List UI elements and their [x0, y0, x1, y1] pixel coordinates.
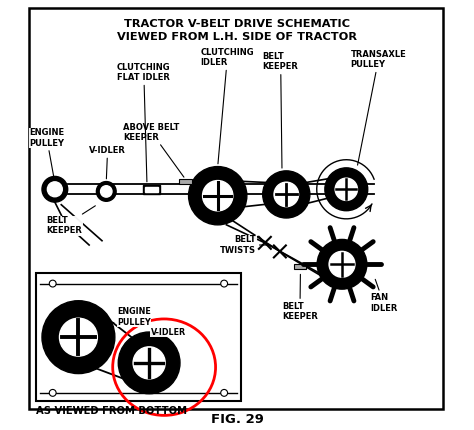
- Circle shape: [49, 390, 56, 396]
- FancyBboxPatch shape: [29, 8, 443, 409]
- Text: BELT
KEEPER: BELT KEEPER: [263, 52, 299, 168]
- Text: TRANSAXLE
PULLEY: TRANSAXLE PULLEY: [351, 50, 406, 165]
- Circle shape: [118, 332, 180, 394]
- Text: BELT
TWISTS: BELT TWISTS: [220, 235, 270, 255]
- Circle shape: [42, 176, 68, 202]
- Circle shape: [96, 181, 116, 201]
- Text: FAN
IDLER: FAN IDLER: [370, 280, 397, 313]
- Text: AS VIEWED FROM BOTTOM: AS VIEWED FROM BOTTOM: [36, 406, 187, 416]
- Circle shape: [133, 347, 165, 379]
- Circle shape: [335, 178, 357, 200]
- Text: TRACTOR V-BELT DRIVE SCHEMATIC: TRACTOR V-BELT DRIVE SCHEMATIC: [124, 19, 350, 29]
- Bar: [145, 187, 158, 192]
- Circle shape: [263, 171, 310, 218]
- Text: ENGINE
PULLEY: ENGINE PULLEY: [103, 307, 151, 327]
- Bar: [143, 184, 160, 194]
- Circle shape: [100, 186, 112, 197]
- Circle shape: [274, 182, 299, 207]
- Text: VIEWED FROM L.H. SIDE OF TRACTOR: VIEWED FROM L.H. SIDE OF TRACTOR: [117, 32, 357, 42]
- Circle shape: [42, 301, 115, 374]
- Text: V-IDLER: V-IDLER: [142, 328, 186, 343]
- Circle shape: [221, 390, 228, 396]
- Circle shape: [325, 168, 368, 211]
- FancyBboxPatch shape: [36, 273, 241, 402]
- Circle shape: [329, 252, 355, 277]
- Text: BELT
KEEPER: BELT KEEPER: [282, 274, 318, 321]
- Circle shape: [47, 182, 62, 197]
- Text: V-IDLER: V-IDLER: [89, 146, 126, 179]
- Text: CLUTCHING
IDLER: CLUTCHING IDLER: [201, 48, 254, 164]
- Text: ABOVE BELT
KEEPER: ABOVE BELT KEEPER: [123, 123, 184, 177]
- Circle shape: [59, 318, 97, 356]
- Bar: [179, 179, 192, 184]
- Circle shape: [221, 280, 228, 287]
- Text: BELT
KEEPER: BELT KEEPER: [46, 206, 95, 235]
- Circle shape: [49, 280, 56, 287]
- Text: FIG. 29: FIG. 29: [210, 413, 264, 427]
- Circle shape: [317, 240, 367, 289]
- Text: ENGINE
PULLEY: ENGINE PULLEY: [29, 128, 64, 180]
- Circle shape: [202, 181, 233, 211]
- Bar: [294, 264, 306, 269]
- Circle shape: [189, 166, 247, 225]
- Text: CLUTCHING
FLAT IDLER: CLUTCHING FLAT IDLER: [117, 63, 171, 182]
